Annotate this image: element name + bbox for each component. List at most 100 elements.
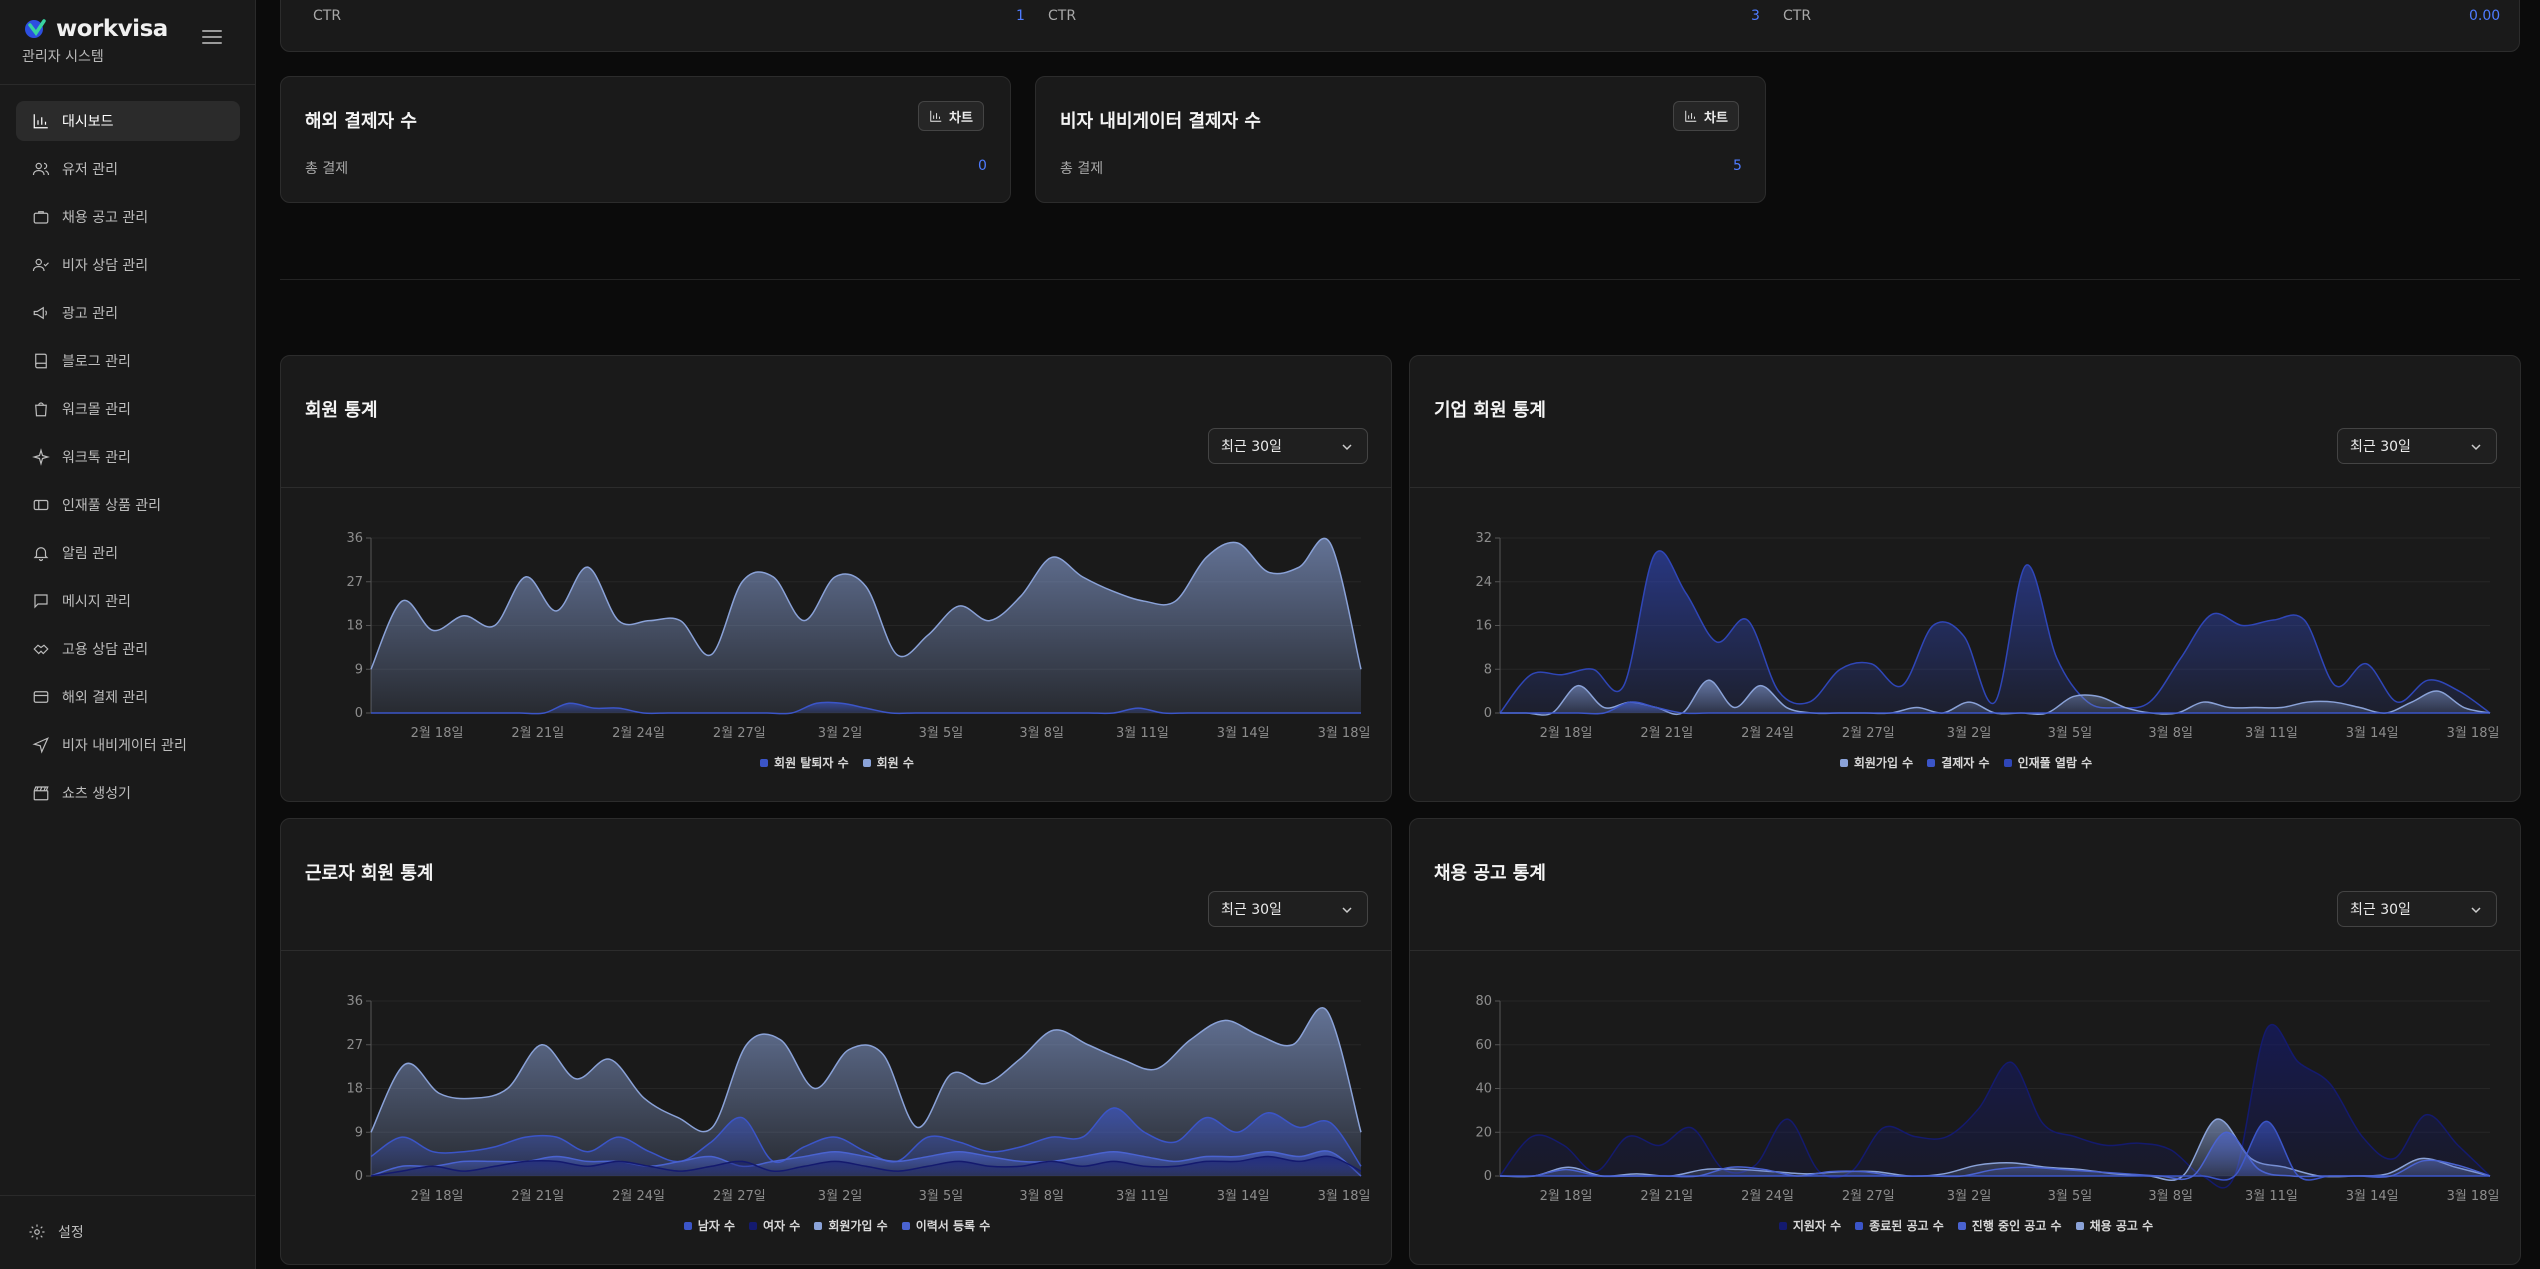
legend-item[interactable]: 진행 중인 공고 수 bbox=[1957, 1217, 2062, 1234]
legend-item[interactable]: 결제자 수 bbox=[1927, 754, 1990, 771]
worker-member-stats-card: 근로자 회원 통계 최근 30일 0 9 18 27 36 2월 18일 2월 21일 2월 24… bbox=[280, 818, 1392, 1265]
brand-logo[interactable]: workvisa 관리자 시스템 bbox=[22, 16, 222, 68]
legend-label: 진행 중인 공고 수 bbox=[1971, 1219, 2062, 1233]
sidebar-item-3[interactable]: 비자 상담 관리 bbox=[16, 245, 240, 285]
overseas-payer-chart-button[interactable]: 차트 bbox=[918, 101, 984, 131]
legend-item[interactable]: 회원가입 수 bbox=[814, 1217, 888, 1234]
series-line bbox=[1500, 701, 2490, 715]
card-header-divider bbox=[281, 950, 1391, 951]
period-select[interactable]: 최근 30일 bbox=[2337, 891, 2497, 927]
y-tick-label: 0 bbox=[355, 1169, 363, 1184]
sidebar-item-label: 인재풀 상품 관리 bbox=[62, 498, 162, 514]
sidebar-item-6[interactable]: 워크몰 관리 bbox=[16, 389, 240, 429]
period-select-value: 최근 30일 bbox=[2350, 902, 2411, 918]
series-line bbox=[1499, 1131, 2491, 1181]
legend-swatch bbox=[1839, 758, 1848, 767]
legend-item[interactable]: 인재풀 열람 수 bbox=[2003, 754, 2093, 771]
sidebar-item-9[interactable]: 알림 관리 bbox=[16, 533, 240, 573]
sidebar-item-0[interactable]: 대시보드 bbox=[16, 101, 240, 141]
sidebar-item-label: 광고 관리 bbox=[62, 306, 118, 322]
x-tick-label: 3월 14일 bbox=[1217, 1189, 1270, 1204]
legend-item[interactable]: 종료된 공고 수 bbox=[1855, 1217, 1944, 1234]
period-select-value: 최근 30일 bbox=[1221, 902, 1282, 918]
menu-toggle-icon[interactable] bbox=[202, 30, 222, 46]
period-select[interactable]: 최근 30일 bbox=[1208, 891, 1368, 927]
sidebar-item-4[interactable]: 광고 관리 bbox=[16, 293, 240, 333]
ticket-icon bbox=[32, 496, 50, 514]
y-tick-label: 8 bbox=[1484, 662, 1492, 677]
legend-item[interactable]: 남자 수 bbox=[683, 1217, 735, 1234]
legend-swatch bbox=[2003, 758, 2012, 767]
sidebar-item-label: 비자 상담 관리 bbox=[62, 258, 149, 274]
period-select[interactable]: 최근 30일 bbox=[2337, 428, 2497, 464]
credit-card-icon bbox=[32, 688, 50, 706]
x-tick-label: 3월 11일 bbox=[1116, 1189, 1169, 1204]
megaphone-icon bbox=[32, 304, 50, 322]
series-line bbox=[371, 701, 1361, 715]
chart-legend: 남자 수 여자 수 회원가입 수 이력서 등록 수 bbox=[281, 1217, 1393, 1234]
sidebar-item-11[interactable]: 고용 상담 관리 bbox=[16, 629, 240, 669]
ctr-value-1: 1 bbox=[1016, 8, 1025, 24]
x-tick-label: 3월 18일 bbox=[1318, 1189, 1371, 1204]
sidebar-item-settings[interactable]: 설정 bbox=[28, 1222, 84, 1242]
legend-item[interactable]: 이력서 등록 수 bbox=[901, 1217, 990, 1234]
series-line bbox=[1499, 550, 2491, 714]
ctr-value-3: 0.00 bbox=[2469, 8, 2501, 24]
brand-subtitle: 관리자 시스템 bbox=[22, 49, 104, 65]
x-tick-label: 3월 18일 bbox=[1318, 726, 1371, 741]
visa-navigator-total-value: 5 bbox=[1733, 158, 1742, 174]
sidebar-item-10[interactable]: 메시지 관리 bbox=[16, 581, 240, 621]
sidebar-item-label: 쇼츠 생성기 bbox=[62, 786, 131, 802]
legend-item[interactable]: 여자 수 bbox=[749, 1217, 800, 1234]
legend-item[interactable]: 지원자 수 bbox=[1778, 1217, 1841, 1234]
sparkle-icon bbox=[32, 448, 50, 466]
area-chart: 0 9 18 27 36 2월 18일 2월 21일 2월 24일 2월 27일 3월 2일 3월 … bbox=[346, 994, 1371, 1204]
period-select-value: 최근 30일 bbox=[2350, 439, 2411, 455]
x-tick-label: 2월 21일 bbox=[1640, 1189, 1693, 1204]
series-line bbox=[370, 537, 1362, 670]
sidebar-item-13[interactable]: 비자 내비게이터 관리 bbox=[16, 725, 240, 765]
legend-item[interactable]: 채용 공고 수 bbox=[2075, 1217, 2153, 1234]
sidebar-item-7[interactable]: 워크톡 관리 bbox=[16, 437, 240, 477]
navigation-icon bbox=[32, 736, 50, 754]
period-select-value: 최근 30일 bbox=[1221, 439, 1282, 455]
sidebar-item-1[interactable]: 유저 관리 bbox=[16, 149, 240, 189]
x-tick-label: 2월 18일 bbox=[1540, 1189, 1593, 1204]
y-tick-label: 20 bbox=[1475, 1125, 1492, 1140]
y-tick-label: 27 bbox=[346, 575, 363, 590]
legend-swatch bbox=[814, 1221, 823, 1230]
x-tick-label: 2월 24일 bbox=[612, 1189, 665, 1204]
legend-item[interactable]: 회원 탈퇴자 수 bbox=[760, 754, 849, 771]
y-tick-label: 18 bbox=[346, 619, 363, 634]
x-tick-label: 3월 8일 bbox=[1019, 1189, 1064, 1204]
x-tick-label: 2월 21일 bbox=[511, 726, 564, 741]
y-tick-label: 36 bbox=[346, 531, 363, 546]
visa-navigator-chart-button[interactable]: 차트 bbox=[1673, 101, 1739, 131]
sidebar-item-label: 메시지 관리 bbox=[62, 594, 131, 610]
legend-item[interactable]: 회원가입 수 bbox=[1839, 754, 1913, 771]
workvisa-logo-icon bbox=[25, 19, 46, 38]
legend-label: 인재풀 열람 수 bbox=[2017, 756, 2093, 770]
ctr-label-2: CTR bbox=[1048, 8, 1077, 24]
series-area bbox=[371, 702, 1361, 714]
gear-icon bbox=[29, 1224, 45, 1240]
area-chart: 0 9 18 27 36 2월 18일 2월 21일 2월 24일 2월 27일 3월 2일 3월 … bbox=[346, 531, 1371, 741]
period-select[interactable]: 최근 30일 bbox=[1208, 428, 1368, 464]
legend-swatch bbox=[1957, 1221, 1966, 1230]
sidebar-item-label: 대시보드 bbox=[62, 114, 114, 130]
legend-item[interactable]: 회원 수 bbox=[862, 754, 914, 771]
sidebar-item-5[interactable]: 블로그 관리 bbox=[16, 341, 240, 381]
x-tick-label: 3월 2일 bbox=[818, 1189, 863, 1204]
y-tick-label: 0 bbox=[1484, 1169, 1492, 1184]
y-tick-label: 27 bbox=[346, 1038, 363, 1053]
sidebar-item-12[interactable]: 해외 결제 관리 bbox=[16, 677, 240, 717]
area-chart: 0 8 16 24 32 2월 18일 2월 21일 2월 24일 2월 27일 3월 2일 3월 … bbox=[1475, 531, 2499, 741]
sidebar-item-14[interactable]: 쇼츠 생성기 bbox=[16, 773, 240, 813]
ctr-card-strip: CTR 1 CTR 3 CTR 0.00 bbox=[280, 0, 2520, 52]
x-tick-label: 3월 11일 bbox=[2245, 1189, 2298, 1204]
y-tick-label: 80 bbox=[1475, 994, 1492, 1009]
sidebar-item-label: 유저 관리 bbox=[62, 162, 118, 178]
sidebar-item-2[interactable]: 채용 공고 관리 bbox=[16, 197, 240, 237]
sidebar-item-8[interactable]: 인재풀 상품 관리 bbox=[16, 485, 240, 525]
